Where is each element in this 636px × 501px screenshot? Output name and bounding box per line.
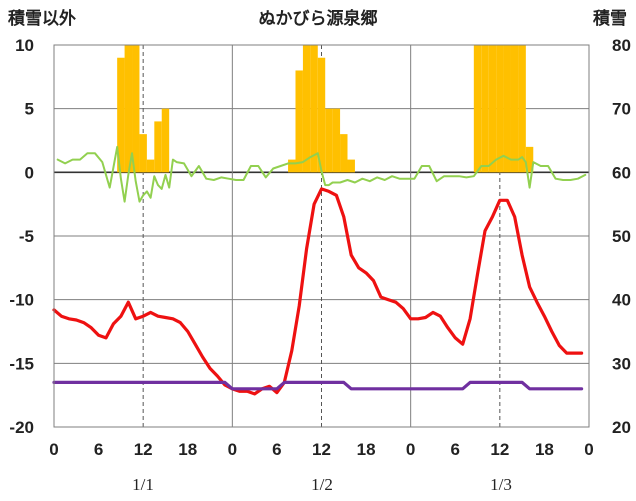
- precip-bar: [347, 159, 355, 173]
- snow-line: [52, 380, 584, 391]
- y-right-tick-label: 70: [612, 100, 631, 119]
- precip-bar: [503, 45, 511, 173]
- y-left-tick-label: 5: [25, 100, 34, 119]
- temp-line: [52, 187, 584, 396]
- precip-bar: [473, 45, 482, 173]
- precip-bar: [132, 45, 140, 173]
- precip-bar: [525, 146, 534, 173]
- y-left-tick-label: -15: [9, 354, 34, 373]
- day-label-2: 1/2: [311, 475, 333, 494]
- y-left-tick-label: -5: [19, 227, 34, 246]
- precip-bar: [317, 57, 326, 173]
- precip-bar: [518, 45, 526, 173]
- precip-bar: [161, 108, 170, 173]
- left-axis-label: 積雪以外: [8, 8, 76, 28]
- x-tick-label: 0: [584, 440, 593, 459]
- precip-bar: [310, 45, 318, 173]
- precip-bar: [288, 159, 296, 173]
- precip-bar: [510, 45, 519, 173]
- precip-bars: [117, 45, 534, 173]
- precip-bar: [302, 45, 311, 173]
- x-tick-label: 18: [535, 440, 554, 459]
- precip-bar: [481, 45, 489, 173]
- day-label-1: 1/1: [132, 475, 154, 494]
- y-left-tick-label: 0: [25, 163, 34, 182]
- plot-frame: [53, 44, 590, 428]
- y-right-tick-label: 80: [612, 36, 631, 55]
- chart-title: ぬかびら源泉郷: [259, 8, 378, 28]
- y-left-tick-label: -10: [9, 291, 34, 310]
- y-right-tick-label: 50: [612, 227, 631, 246]
- y-right-tick-label: 40: [612, 291, 631, 310]
- y-right-tick-label: 60: [612, 163, 631, 182]
- precip-bar: [124, 45, 133, 173]
- precip-bar: [146, 159, 155, 173]
- x-tick-label: 18: [178, 440, 197, 459]
- x-tick-label: 6: [272, 440, 281, 459]
- precip-bar: [332, 108, 341, 173]
- x-tick-label: 12: [490, 440, 509, 459]
- precip-bar: [154, 121, 162, 173]
- precip-bar: [488, 45, 497, 173]
- x-tick-label: 0: [406, 440, 415, 459]
- y-left-tick-label: -20: [9, 418, 34, 437]
- day-label-3: 1/3: [490, 475, 512, 494]
- y-left-tick-label: 10: [15, 36, 34, 55]
- x-tick-label: 0: [49, 440, 58, 459]
- x-tick-label: 0: [228, 440, 237, 459]
- precip-bar: [325, 108, 333, 173]
- y-right-tick-label: 30: [612, 354, 631, 373]
- x-tick-label: 6: [451, 440, 460, 459]
- precip-bar: [295, 70, 303, 173]
- series-lines: [52, 145, 587, 396]
- x-tick-label: 12: [134, 440, 153, 459]
- plot-border: [53, 44, 590, 428]
- x-tick-label: 18: [357, 440, 376, 459]
- precip-bar: [496, 45, 504, 173]
- x-tick-label: 12: [312, 440, 331, 459]
- precip-bar: [139, 134, 147, 173]
- wind-line: [56, 145, 587, 203]
- y-right-tick-label: 20: [612, 418, 631, 437]
- x-tick-label: 6: [94, 440, 103, 459]
- precip-bar: [117, 57, 125, 173]
- precip-bar: [340, 134, 348, 173]
- right-axis-label: 積雪: [593, 8, 627, 28]
